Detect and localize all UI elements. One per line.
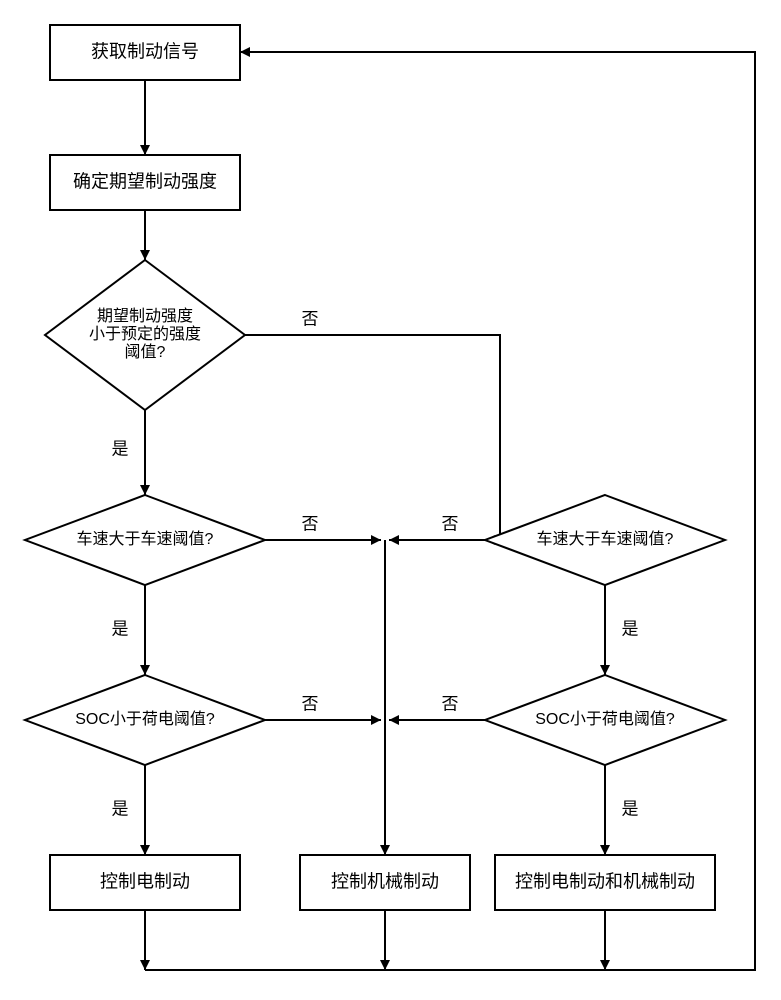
edge-label: 是 [622, 619, 639, 638]
process-label: 确定期望制动强度 [73, 171, 217, 191]
process-label: 控制机械制动 [331, 871, 439, 891]
decision-label: 车速大于车速阈值? [77, 530, 214, 548]
edge-label: 否 [442, 694, 459, 713]
edge-label: 否 [302, 309, 319, 328]
decision-label: SOC小于荷电阈值? [535, 710, 675, 728]
edge-label: 否 [302, 514, 319, 533]
edge-label: 否 [442, 514, 459, 533]
decision-label: 阈值? [125, 343, 166, 361]
edge-label: 是 [112, 619, 129, 638]
process-label: 获取制动信号 [91, 41, 199, 61]
edge-label: 是 [112, 439, 129, 458]
edge [245, 335, 500, 540]
flowchart: 是否是是否否是是否否获取制动信号确定期望制动强度期望制动强度小于预定的强度阈值?… [0, 0, 781, 1000]
edge-label: 是 [622, 799, 639, 818]
decision-label: 期望制动强度 [97, 307, 193, 325]
process-label: 控制电制动和机械制动 [515, 871, 695, 891]
process-label: 控制电制动 [100, 871, 190, 891]
decision-label: 小于预定的强度 [89, 325, 201, 343]
edge-label: 否 [302, 694, 319, 713]
edge-label: 是 [112, 799, 129, 818]
decision-label: SOC小于荷电阈值? [75, 710, 215, 728]
decision-label: 车速大于车速阈值? [537, 530, 674, 548]
